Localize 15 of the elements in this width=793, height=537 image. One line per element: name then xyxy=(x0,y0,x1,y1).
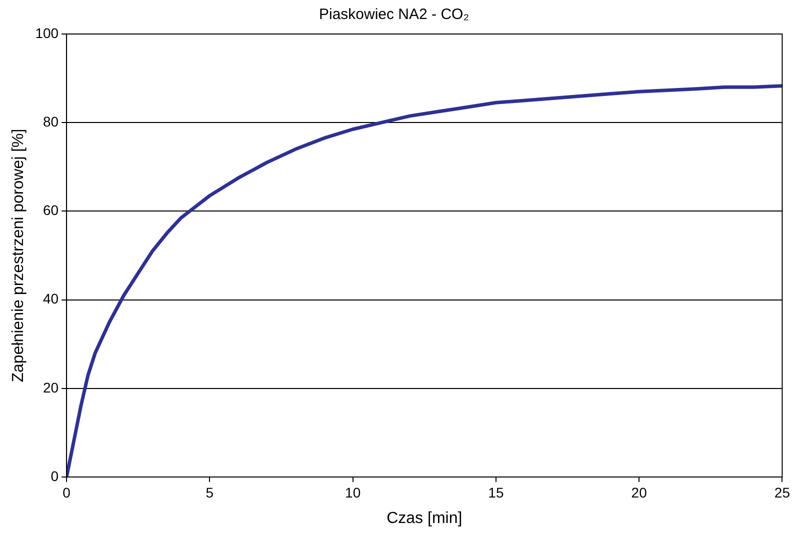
y-axis-title: Zapełnienie przestrzeni porowej [%] xyxy=(10,128,28,382)
y-tick-label: 80 xyxy=(42,113,59,130)
y-tick-label: 20 xyxy=(42,379,59,396)
x-tick-label: 5 xyxy=(206,484,214,500)
x-tick-label: 10 xyxy=(345,484,361,500)
y-tick-label: 0 xyxy=(50,468,59,484)
x-tick-label: 25 xyxy=(774,484,790,500)
x-tick-label: 0 xyxy=(62,484,71,500)
y-tick-label: 40 xyxy=(42,290,59,307)
x-tick-label: 15 xyxy=(488,484,504,500)
y-tick-label: 60 xyxy=(42,202,59,218)
chart-title: Piaskowiec NA2 - CO₂ xyxy=(318,6,470,24)
y-tick-label: 100 xyxy=(35,24,59,41)
x-axis-title: Czas [min] xyxy=(386,510,462,527)
x-tick-label: 20 xyxy=(631,484,648,500)
